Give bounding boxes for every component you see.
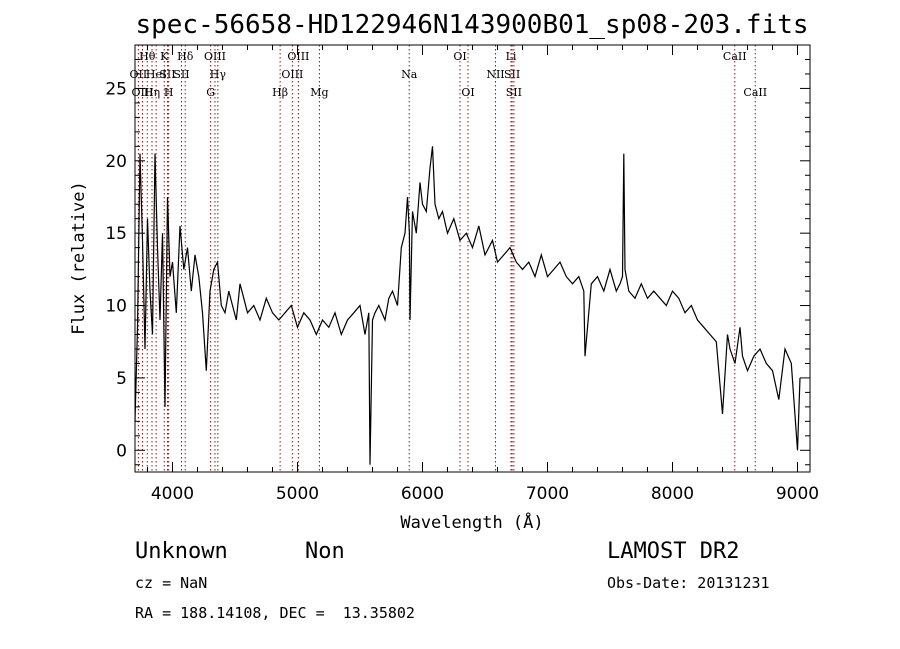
y-tick-label: 25 bbox=[105, 79, 127, 99]
spectral-line-label: OII bbox=[130, 68, 148, 81]
object-subclass: Non bbox=[305, 539, 345, 564]
spectral-line-label: K bbox=[160, 50, 169, 63]
y-axis: 0 5 10 15 20 25 bbox=[105, 58, 810, 466]
survey-name: LAMOST DR2 bbox=[607, 539, 740, 564]
spectral-line-label: G bbox=[206, 86, 215, 99]
coordinates: RA = 188.14108, DEC = 13.35802 bbox=[135, 604, 415, 622]
y-tick-label: 0 bbox=[116, 441, 127, 461]
x-tick-label: 4000 bbox=[151, 484, 194, 504]
object-class: Unknown bbox=[135, 539, 228, 564]
spectral-line-label: OIII bbox=[287, 50, 309, 63]
spectral-line-label: SII bbox=[173, 68, 189, 81]
spectral-line-markers: OIIOIIIHθHηHeIKSIIHSIIHδGOIIIHγHβOIIIOII… bbox=[130, 45, 767, 472]
spectral-line-label: HeI bbox=[146, 68, 166, 81]
x-tick-label: 7000 bbox=[526, 484, 569, 504]
x-tick-label: 5000 bbox=[276, 484, 319, 504]
spectral-line-label: Na bbox=[401, 68, 418, 81]
spectral-line-label: OI bbox=[453, 50, 466, 63]
spectral-line-label: Hγ bbox=[210, 68, 227, 81]
y-tick-label: 20 bbox=[105, 152, 127, 172]
spectral-line-label: Hβ bbox=[272, 86, 288, 99]
spectral-line-label: NII bbox=[486, 68, 504, 81]
spectral-line-label: Hη bbox=[144, 86, 160, 99]
x-axis: 4000 5000 6000 7000 8000 9000 bbox=[147, 45, 819, 504]
spectral-line-label: Hδ bbox=[177, 50, 194, 63]
y-tick-label: 15 bbox=[105, 224, 127, 244]
x-axis-label: Wavelength (Å) bbox=[400, 511, 543, 533]
y-tick-label: 10 bbox=[105, 297, 127, 317]
x-tick-label: 9000 bbox=[776, 484, 819, 504]
spectral-line-label: Hθ bbox=[139, 50, 156, 63]
spectrum-line bbox=[134, 146, 801, 465]
redshift-readout: cz = NaN bbox=[135, 574, 208, 592]
spectral-line-label: OIII bbox=[204, 50, 226, 63]
spectral-line-label: SII bbox=[506, 86, 522, 99]
series-group bbox=[134, 146, 801, 465]
chart-title: spec-56658-HD122946N143900B01_sp08-203.f… bbox=[135, 10, 808, 40]
y-tick-label: 5 bbox=[116, 369, 127, 389]
spectral-line-label: SII bbox=[504, 68, 520, 81]
x-tick-label: 8000 bbox=[651, 484, 694, 504]
spectral-line-label: Li bbox=[506, 50, 517, 63]
spectral-line-label: OIII bbox=[131, 86, 153, 99]
spectral-line-label: H bbox=[164, 86, 174, 99]
obs-date: Obs-Date: 20131231 bbox=[607, 574, 770, 592]
spectral-line-label: CaII bbox=[743, 86, 767, 99]
x-tick-label: 6000 bbox=[401, 484, 444, 504]
y-axis-label: Flux (relative) bbox=[69, 181, 89, 335]
spectral-line-label: CaII bbox=[723, 50, 747, 63]
spectral-line-label: OI bbox=[461, 86, 474, 99]
spectral-line-label: Mg bbox=[310, 86, 328, 99]
plot-frame bbox=[134, 44, 811, 473]
spectral-line-label: OIII bbox=[281, 68, 303, 81]
spectral-line-label: SII bbox=[159, 68, 175, 81]
